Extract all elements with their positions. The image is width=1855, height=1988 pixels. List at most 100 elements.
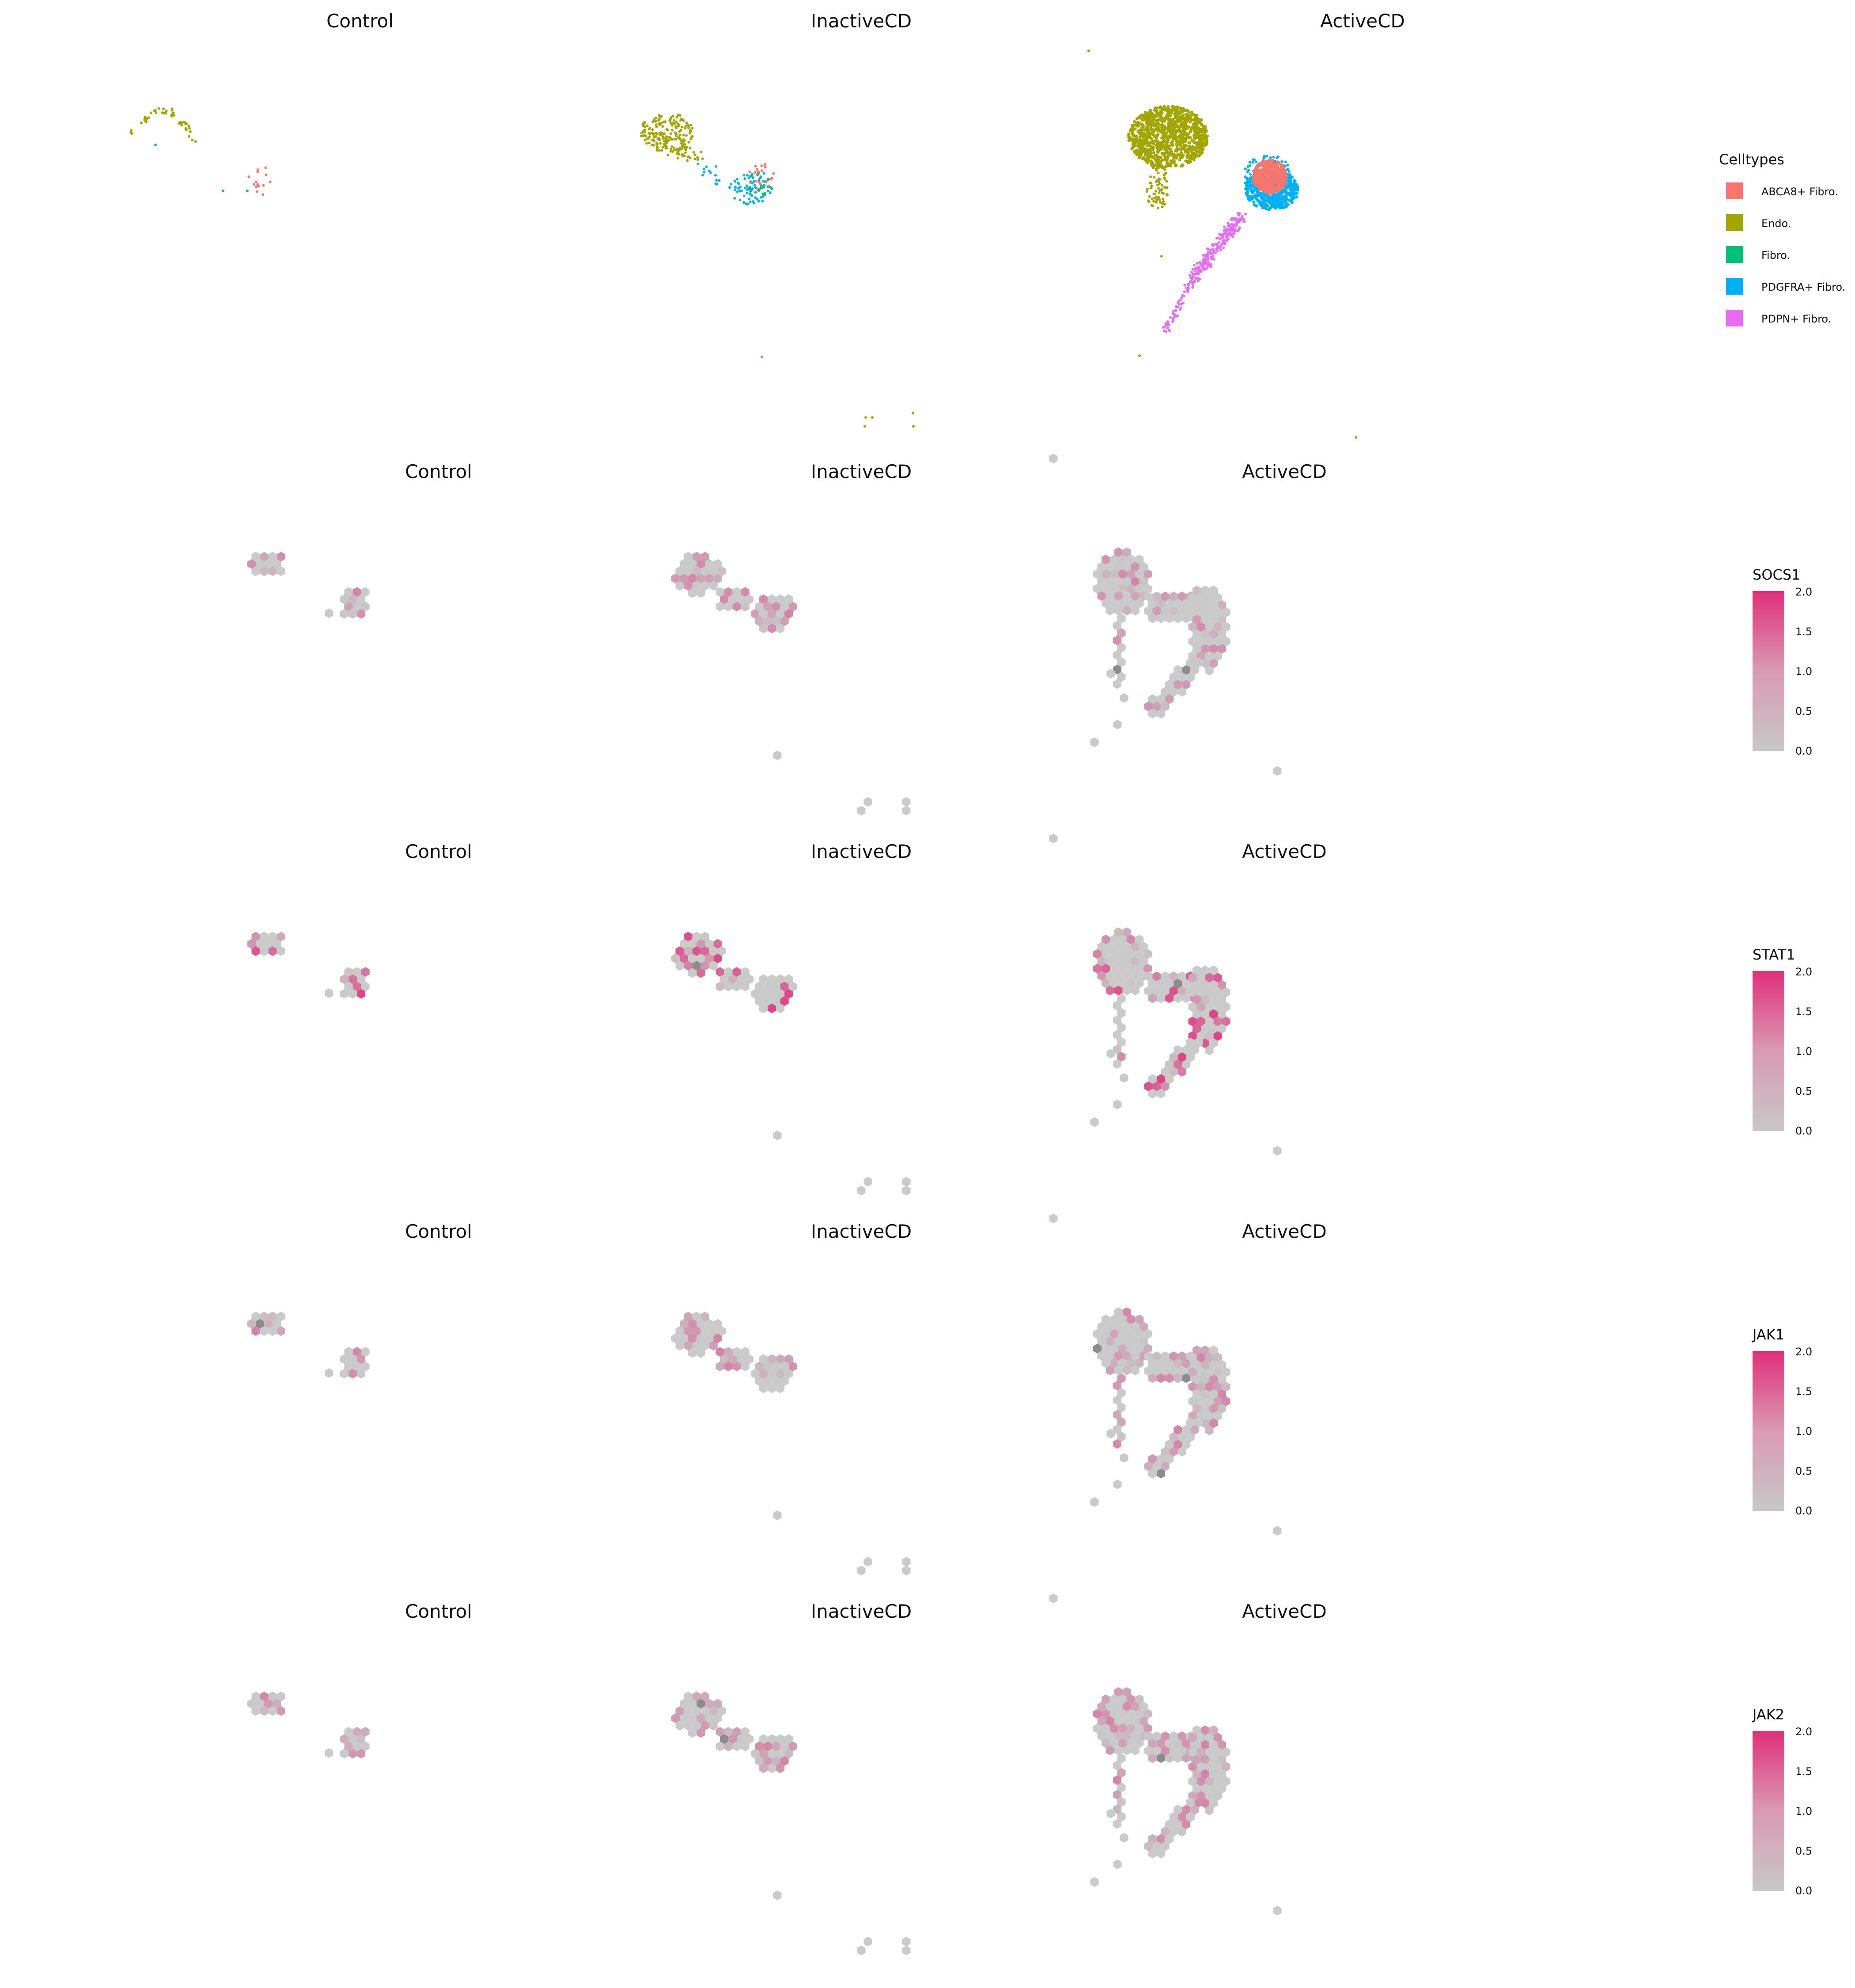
cell-point [1146, 125, 1150, 129]
cell-point [1163, 168, 1166, 171]
hexbin-cell [1110, 584, 1119, 594]
cell-point [1192, 281, 1195, 285]
hexbin-cell [745, 1354, 754, 1364]
cell-point [1140, 131, 1143, 134]
hexbin-cell [1118, 1694, 1127, 1704]
cell-point [742, 174, 746, 177]
cell-point [709, 171, 712, 174]
hexbin-cell [361, 1727, 370, 1737]
hexbin-cell [1113, 720, 1122, 729]
cell-point [685, 134, 688, 137]
hexbin-cell [1144, 1461, 1153, 1471]
hexbin-cell [1148, 599, 1157, 609]
hexbin-cell [1152, 1081, 1161, 1091]
cell-point [1263, 168, 1266, 171]
hexbin-cell [1113, 1044, 1122, 1055]
cell-point [767, 190, 769, 193]
hexbin-cell [776, 1763, 785, 1773]
cell-point [735, 190, 738, 193]
cell-point [738, 198, 742, 201]
hexbin-cell [268, 1312, 277, 1321]
cell-point [663, 132, 666, 135]
hexbin-cell [716, 1727, 724, 1737]
cell-point [1163, 186, 1166, 189]
hexbin-cell [1205, 1426, 1214, 1435]
hexbin-cell [745, 974, 754, 984]
cell-point [1168, 328, 1170, 331]
cell-point [1146, 150, 1149, 154]
cell-point [1187, 287, 1190, 290]
hexbin-cell [1188, 1747, 1197, 1757]
hexbin-cell [1102, 1723, 1110, 1734]
hexbin-cell [1205, 1762, 1214, 1772]
hexbin-cell [1169, 986, 1178, 996]
hexbin-cell [688, 953, 697, 964]
cell-point [1165, 186, 1168, 190]
cell-point [1167, 110, 1170, 113]
cell-point [653, 136, 656, 139]
hexbin-cell [1152, 1351, 1161, 1361]
cell-point [753, 171, 757, 174]
cell-point [1145, 138, 1148, 142]
cell-point [1157, 171, 1160, 175]
cell-point [761, 200, 764, 203]
cell-point [1130, 129, 1133, 132]
cell-point [1287, 172, 1290, 175]
hexbin-cell [1192, 629, 1201, 639]
cell-point [1157, 167, 1160, 170]
cell-point [1165, 193, 1168, 196]
hexbin-cell [1157, 1074, 1166, 1084]
hexbin-cell [1188, 607, 1197, 617]
cell-point [1249, 164, 1251, 167]
hexbin-cell [260, 552, 269, 561]
cell-point [646, 137, 649, 140]
hexbin-cell [1209, 600, 1218, 610]
cell-point [1145, 190, 1148, 193]
hexbin-cell [773, 1510, 782, 1520]
cell-point [1355, 436, 1357, 439]
hexbin-cell [348, 594, 357, 604]
hexbin-cell [1177, 1366, 1186, 1376]
hexbin-cell [788, 1741, 797, 1751]
legend-label-pdpn-fibro: PDPN+ Fibro. [1761, 313, 1831, 325]
hexbin-cell [1105, 986, 1114, 995]
cell-point [646, 124, 649, 127]
socs1-colorbar: SOCS1 2.0 1.5 1.0 0.5 0.0 [1753, 566, 1812, 757]
panel-title-activecd-celltypes: ActiveCD [1320, 10, 1405, 32]
hexbin-cell [671, 1713, 680, 1723]
cell-point [641, 123, 644, 126]
hexbin-cell [1135, 569, 1144, 579]
cell-point [1255, 173, 1258, 176]
hexbin-cell [709, 1721, 718, 1730]
cell-point [1265, 155, 1268, 158]
hexbin-cell [1157, 1468, 1166, 1479]
hexbin-cell [1213, 987, 1222, 997]
hexbin-cell [1113, 1804, 1122, 1814]
hexbin-cell [1273, 1526, 1282, 1536]
hexbin-cell [902, 1946, 911, 1955]
hexbin-cell [1122, 1336, 1131, 1346]
hexbin-cell [1131, 1745, 1140, 1755]
hexbin-cell [1105, 562, 1114, 572]
hexbin-cell [697, 1699, 705, 1709]
cell-point [1274, 160, 1277, 163]
hexbin-cell [1122, 591, 1131, 601]
hexbin-cell [700, 1706, 709, 1716]
hexbin-cell [717, 1326, 726, 1336]
hexbin-cell [1165, 1439, 1174, 1449]
hexbin-cell [251, 932, 260, 941]
cell-point [1179, 303, 1182, 306]
hexbin-cell [1117, 672, 1126, 682]
cell-point [184, 121, 187, 124]
hexbin-cell [741, 602, 750, 611]
hexbin-cell [1209, 1783, 1218, 1794]
hexbin-cell [1102, 1314, 1110, 1324]
cell-point [1191, 277, 1194, 281]
hexbin-cell [1192, 1754, 1201, 1764]
hexbin-cell [1201, 1345, 1210, 1355]
cell-point [1280, 160, 1283, 163]
hexbin-cell [724, 1727, 733, 1737]
cell-point [1162, 197, 1165, 201]
hexbin-cell [1120, 1453, 1128, 1463]
hexbin-cell [325, 988, 333, 998]
